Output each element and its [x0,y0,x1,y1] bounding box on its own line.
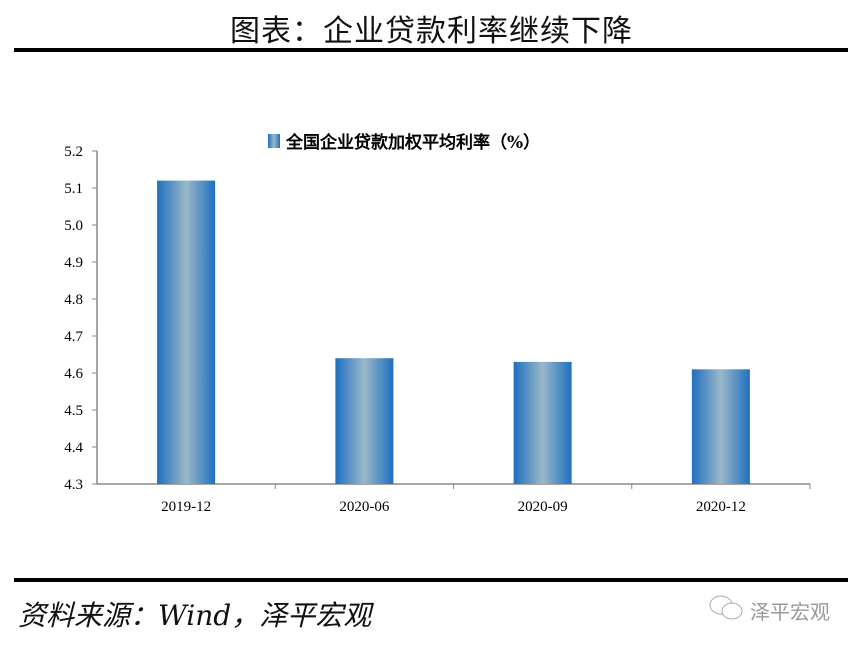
x-tick-label: 2020-12 [696,499,746,515]
top-divider [14,48,848,52]
y-tick-label: 4.5 [64,403,83,419]
y-tick-label: 4.6 [64,366,83,382]
y-tick-label: 4.4 [64,440,83,456]
x-tick-label: 2020-09 [518,499,568,515]
watermark-text: 泽平宏观 [750,600,830,624]
bar [513,361,572,484]
y-tick-label: 4.7 [64,329,83,345]
x-tick-label: 2019-12 [161,499,211,515]
y-tick-label: 4.3 [64,477,83,493]
source-note: 资料来源：Wind，泽平宏观 [18,599,372,632]
y-tick-label: 5.2 [64,144,83,160]
wechat-icon [709,595,743,620]
bar [335,358,394,484]
legend-label: 全国企业贷款加权平均利率（%） [285,132,540,153]
y-tick-label: 4.8 [64,292,83,308]
bar [157,180,216,484]
bar [691,369,750,484]
y-tick-label: 5.1 [64,181,83,197]
y-tick-label: 4.9 [64,255,83,271]
x-tick-label: 2020-06 [339,499,389,515]
legend-swatch [268,134,280,148]
page-title: 图表：企业贷款利率继续下降 [230,14,633,49]
bottom-divider [14,578,848,582]
y-tick-label: 5.0 [64,218,83,234]
